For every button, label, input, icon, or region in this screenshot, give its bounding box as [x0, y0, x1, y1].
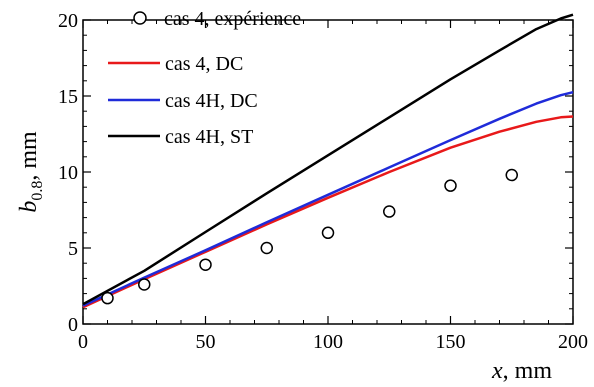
- data-point-3: [260, 241, 273, 255]
- data-point-4: [321, 226, 335, 240]
- plot-frame: [82, 19, 574, 325]
- data-point-1: [138, 278, 151, 291]
- x-axis-label: x, mm: [491, 358, 552, 384]
- x-tick-label-4: 200: [558, 331, 588, 353]
- data-point-2: [199, 258, 212, 271]
- series-markers: [101, 168, 518, 305]
- series-lines: [82, 13, 574, 309]
- x-axis-unit: , mm: [503, 358, 553, 384]
- data-point-5: [383, 205, 396, 218]
- series-line-1: [82, 115, 574, 309]
- series-line-3: [82, 13, 574, 306]
- legend-item-2: cas 4H, DC: [108, 90, 258, 112]
- legend-swatch-0: [133, 11, 147, 25]
- legend-label-0: cas 4, expérience: [164, 8, 301, 30]
- plot-area: [82, 19, 574, 325]
- axis-ticks: 0 50 100 150 200 0 5 10 15 20: [58, 10, 588, 353]
- series-line-2: [82, 90, 574, 307]
- legend-label-3: cas 4H, ST: [165, 126, 253, 148]
- legend-item-0: cas 4, expérience: [133, 8, 301, 30]
- y-axis-unit: , mm: [16, 131, 42, 181]
- x-tick-label-2: 100: [313, 331, 343, 353]
- x-tick-label-1: 50: [196, 331, 216, 353]
- legend-item-3: cas 4H, ST: [108, 126, 253, 148]
- legend-item-1: cas 4, DC: [108, 53, 243, 75]
- y-axis-label: b0.8, mm: [16, 131, 46, 213]
- y-axis-subscript: 0.8: [29, 181, 46, 201]
- x-axis-variable: x: [491, 358, 503, 384]
- legend: cas 4, expérience cas 4, DC cas 4H, DC cas …: [108, 8, 301, 148]
- x-tick-label-0: 0: [78, 331, 88, 353]
- legend-label-1: cas 4, DC: [165, 53, 243, 75]
- y-axis-variable: b: [16, 201, 42, 213]
- y-tick-label-3: 15: [58, 86, 78, 108]
- data-point-0: [101, 291, 114, 305]
- y-tick-label-1: 5: [68, 238, 78, 260]
- x-tick-label-3: 150: [436, 331, 466, 353]
- y-tick-label-4: 20: [58, 10, 78, 32]
- y-tick-label-2: 10: [58, 162, 78, 184]
- data-point-6: [444, 179, 457, 192]
- legend-label-2: cas 4H, DC: [165, 90, 258, 112]
- data-point-7: [505, 168, 518, 182]
- y-tick-label-0: 0: [68, 314, 78, 336]
